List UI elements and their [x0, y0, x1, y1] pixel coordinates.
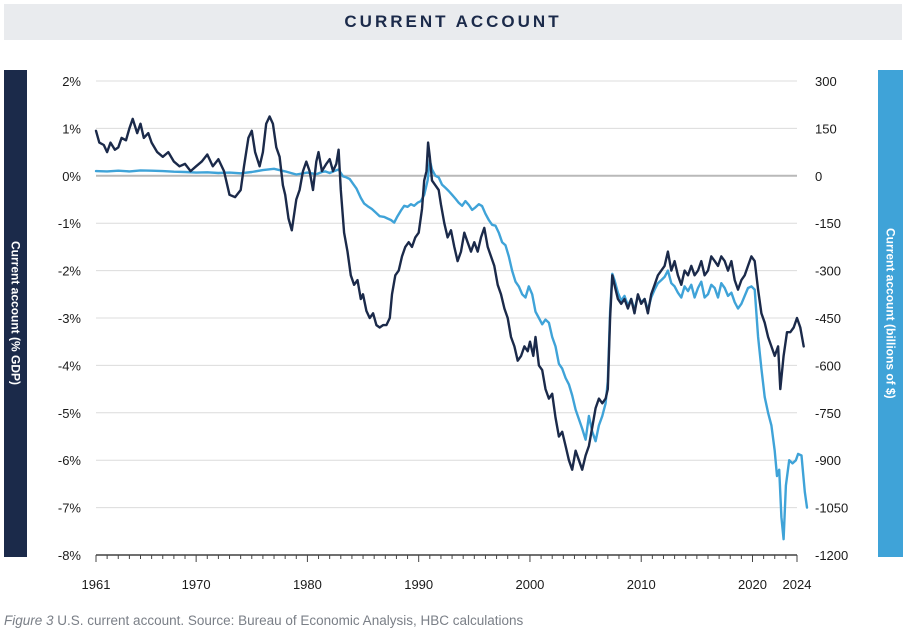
- y-right-tick-label: -1200: [815, 548, 848, 563]
- x-tick-label: 2024: [783, 577, 812, 592]
- y-right-tick-label: 150: [815, 121, 837, 136]
- y-right-tick-label: 0: [815, 169, 822, 184]
- x-tick-label: 2020: [738, 577, 767, 592]
- figure-caption-text: U.S. current account. Source: Bureau of …: [53, 613, 524, 628]
- y-right-tick-label: -1050: [815, 501, 848, 516]
- y-right-tick-label: -150: [815, 216, 841, 231]
- series-line-pct-gdp: [94, 115, 805, 471]
- y-left-tick-label: 1%: [62, 121, 81, 136]
- y-left-tick-label: 0%: [62, 169, 81, 184]
- y-left-tick-label: -5%: [58, 406, 82, 421]
- chart-title-bar: CURRENT ACCOUNT: [4, 4, 902, 40]
- line-chart: 2% 1% 0% -1% -2% -3% -4% -5% -6% -7% -8% 300 150 0 -15…: [58, 74, 848, 592]
- y-right-tick-label: -750: [815, 406, 841, 421]
- right-axis-label-bar: Current account (billions of $): [878, 70, 903, 557]
- right-axis-label: Current account (billions of $): [883, 228, 898, 399]
- y-right-tick-label: 300: [815, 74, 837, 89]
- series-line-billions: [94, 158, 809, 541]
- y-left-tick-label: -4%: [58, 358, 82, 373]
- x-tick-label: 1980: [293, 577, 322, 592]
- y-left-tick-label: -2%: [58, 264, 82, 279]
- y-right-tick-label: -450: [815, 311, 841, 326]
- x-tick-label: 1990: [404, 577, 433, 592]
- figure-caption: Figure 3 U.S. current account. Source: B…: [4, 613, 523, 628]
- y-left-tick-label: -3%: [58, 311, 82, 326]
- y-right-tick-label: -900: [815, 453, 841, 468]
- y-left-tick-label: -6%: [58, 453, 82, 468]
- x-tick-label: 2000: [515, 577, 544, 592]
- y-left-tick-label: -1%: [58, 216, 82, 231]
- left-axis-label: Current account (% GDP): [8, 241, 23, 386]
- left-axis-label-bar: Current account (% GDP): [4, 70, 27, 557]
- y-left-tick-label: -7%: [58, 501, 82, 516]
- y-left-tick-label: -8%: [58, 548, 82, 563]
- x-tick-label: 2010: [627, 577, 656, 592]
- figure-label: Figure 3: [4, 613, 54, 628]
- y-right-tick-label: -300: [815, 264, 841, 279]
- x-tick-label: 1961: [82, 577, 111, 592]
- y-left-tick-label: 2%: [62, 74, 81, 89]
- y-right-tick-label: -600: [815, 358, 841, 373]
- x-tick-label: 1970: [182, 577, 211, 592]
- chart-title: CURRENT ACCOUNT: [344, 12, 562, 31]
